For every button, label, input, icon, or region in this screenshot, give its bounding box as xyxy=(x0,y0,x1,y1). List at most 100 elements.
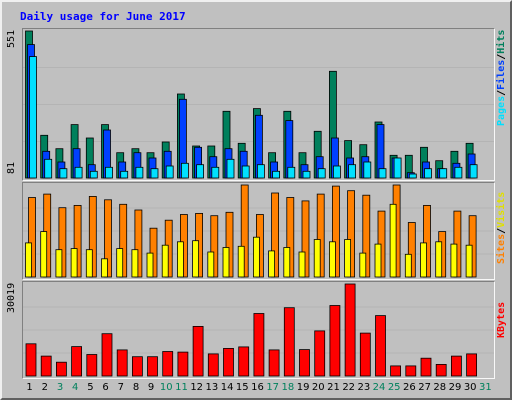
x-tick-label: 4 xyxy=(72,382,79,393)
visits-bar-day-21 xyxy=(328,241,336,278)
kbytes-bar-day-14 xyxy=(223,348,234,377)
kbytes-bar-day-11 xyxy=(177,351,189,377)
x-tick-label: 26 xyxy=(403,382,416,393)
pages-bar-day-20 xyxy=(317,168,326,179)
x-tick-label: 22 xyxy=(342,382,356,393)
x-tick-label: 20 xyxy=(311,382,325,393)
legend-kbytes: KBytes xyxy=(496,302,507,339)
kbytes-bar-day-22 xyxy=(344,283,356,377)
visits-bar-day-7 xyxy=(116,248,124,278)
sites-bar-day-15 xyxy=(240,184,249,278)
kbytes-bar-day-23 xyxy=(359,332,371,377)
x-tick-label: 12 xyxy=(190,382,204,393)
legend-separator: / xyxy=(496,228,507,235)
x-tick-label: 27 xyxy=(418,382,431,393)
kbytes-bar-day-7 xyxy=(116,349,128,377)
pages-bar-day-23 xyxy=(363,161,372,179)
pages-bar-day-2 xyxy=(44,158,53,179)
kbytes-bar-day-16 xyxy=(253,313,265,377)
pages-bar-day-30 xyxy=(469,164,478,179)
sites-bar-day-1 xyxy=(28,197,36,278)
kbytes-bar-day-21 xyxy=(329,305,341,377)
pages-bar-day-13 xyxy=(211,166,220,179)
visits-bar-day-15 xyxy=(237,245,245,278)
hits-chart xyxy=(23,30,494,179)
x-tick-label: 29 xyxy=(448,382,462,393)
visits-bar-day-11 xyxy=(176,241,184,278)
kbytes-bar-day-5 xyxy=(86,354,98,377)
x-tick-label: 30 xyxy=(463,382,477,393)
visits-bar-day-26 xyxy=(404,253,412,278)
kbytes-bar-day-13 xyxy=(207,353,219,377)
pages-bar-day-18 xyxy=(287,166,296,179)
visits-bar-day-22 xyxy=(344,239,352,278)
pages-bar-day-15 xyxy=(241,165,250,179)
visits-bar-day-27 xyxy=(420,242,427,278)
x-tick-label: 23 xyxy=(357,382,371,393)
legend-hits: Hits xyxy=(496,30,507,55)
pages-bar-day-16 xyxy=(256,164,265,179)
pages-bar-day-3 xyxy=(59,168,68,179)
pages-bar-day-8 xyxy=(135,166,144,179)
pages-bar-day-24 xyxy=(378,168,387,179)
pages-bar-day-19 xyxy=(302,170,311,179)
x-tick-label: 7 xyxy=(117,382,124,393)
visits-bar-day-9 xyxy=(146,252,154,278)
pages-bar-day-6 xyxy=(105,166,113,179)
sites-max-label: 81 xyxy=(6,162,17,175)
pages-bar-day-21 xyxy=(332,165,341,179)
kbytes-bar-day-25 xyxy=(390,365,402,377)
sites-bar-day-8 xyxy=(134,209,143,278)
legend-files: Files xyxy=(496,60,507,91)
pages-bar-day-29 xyxy=(454,166,463,179)
x-tick-label: 17 xyxy=(266,382,280,393)
kbytes-bar-day-30 xyxy=(466,353,478,377)
sites-bar-day-5 xyxy=(88,195,97,278)
visits-bar-day-14 xyxy=(222,247,230,278)
kbytes-bar-day-20 xyxy=(314,330,326,377)
x-tick-label: 31 xyxy=(479,382,492,393)
visits-bar-day-2 xyxy=(40,231,48,278)
pages-bar-day-22 xyxy=(348,164,357,179)
legend-separator: / xyxy=(496,90,507,97)
sites-bar-day-26 xyxy=(407,222,416,278)
kbytes-bar-day-2 xyxy=(40,355,52,377)
visits-bar-day-4 xyxy=(70,248,78,278)
sites-bar-day-3 xyxy=(58,207,67,278)
pages-bar-day-26 xyxy=(408,173,417,179)
kbytes-bar-day-9 xyxy=(147,356,158,377)
pages-bar-day-11 xyxy=(180,162,189,179)
sites-bar-day-18 xyxy=(286,197,295,278)
sites-bar-day-17 xyxy=(271,192,280,278)
x-tick-label: 6 xyxy=(102,382,109,393)
sites-bar-day-13 xyxy=(210,215,219,278)
kbytes-bar-day-6 xyxy=(101,333,113,377)
x-tick-label: 28 xyxy=(433,382,447,393)
x-axis: 1 2 3 4 5 6 7 8 9 10 11 12 13 14 15 16 17 18 19 20 21 22 23 24 2… xyxy=(22,382,495,398)
visits-bar-day-8 xyxy=(131,249,139,278)
legend-visits: Visits xyxy=(496,192,507,229)
pages-bar-day-5 xyxy=(89,170,98,179)
x-tick-label: 5 xyxy=(87,382,94,393)
visits-bar-day-28 xyxy=(435,241,443,278)
sites-legend: Sites/Visits xyxy=(496,192,510,272)
kbytes-bar-day-28 xyxy=(435,364,447,377)
pages-bar-day-1 xyxy=(29,56,37,179)
kbytes-legend: KBytes xyxy=(496,302,510,366)
visits-bar-day-17 xyxy=(268,250,276,278)
kbytes-bar-day-15 xyxy=(238,346,250,377)
kbytes-bar-day-12 xyxy=(192,326,204,377)
hits-legend: Pages/Files/Hits xyxy=(496,30,510,148)
pages-bar-day-17 xyxy=(272,170,281,179)
pages-bar-day-7 xyxy=(120,170,129,179)
pages-bar-day-12 xyxy=(196,164,205,179)
sites-bar-day-9 xyxy=(149,227,158,278)
kbytes-chart xyxy=(23,283,494,377)
kbytes-bar-day-27 xyxy=(420,357,432,377)
visits-bar-day-12 xyxy=(192,240,200,278)
visits-bar-day-29 xyxy=(450,243,458,278)
sites-bar-day-7 xyxy=(119,203,128,278)
sites-bar-day-4 xyxy=(73,204,82,278)
sites-bar-day-20 xyxy=(316,193,325,278)
